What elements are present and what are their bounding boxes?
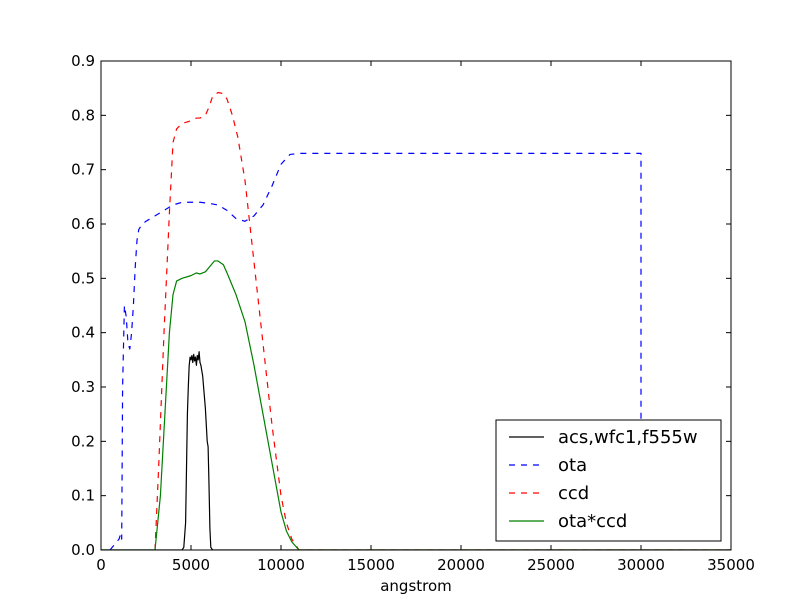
series-line-ccd <box>154 91 731 550</box>
x-tick-label: 20000 <box>437 556 485 574</box>
legend-label: ota*ccd <box>558 511 627 532</box>
x-tick-label: 15000 <box>347 556 395 574</box>
y-tick-label: 0.0 <box>71 541 95 559</box>
y-tick-label: 0.5 <box>71 269 95 287</box>
y-tick-label: 0.2 <box>71 432 95 450</box>
x-tick-label: 0 <box>96 556 106 574</box>
series-line-acs-wfc1-f555w <box>101 351 731 550</box>
x-tick-label: 30000 <box>617 556 665 574</box>
x-tick-label: 5000 <box>172 556 210 574</box>
y-tick-label: 0.7 <box>71 161 95 179</box>
series-line-ota <box>109 152 642 550</box>
plot-frame <box>100 60 732 551</box>
legend-label: ota <box>558 455 587 476</box>
series-line-ota-ccd <box>101 260 731 550</box>
x-tick-label: 10000 <box>257 556 305 574</box>
legend-label: ccd <box>558 483 589 504</box>
x-tick-label: 35000 <box>707 556 755 574</box>
legend-label: acs,wfc1,f555w <box>558 427 698 448</box>
y-tick-label: 0.9 <box>71 52 95 70</box>
legend: acs,wfc1,f555w ota ccd ota*ccd <box>495 419 722 542</box>
y-tick-label: 0.4 <box>71 324 95 342</box>
y-tick-label: 0.8 <box>71 106 95 124</box>
y-tick-label: 0.1 <box>71 487 95 505</box>
x-tick-label: 25000 <box>527 556 575 574</box>
x-axis-label: angstrom <box>380 577 452 595</box>
y-tick-label: 0.6 <box>71 215 95 233</box>
series-group <box>101 91 731 550</box>
axis-group: 0 5000 10000 15000 20000 25000 30000 35000 0.0 0.… <box>71 52 755 595</box>
y-tick-label: 0.3 <box>71 378 95 396</box>
